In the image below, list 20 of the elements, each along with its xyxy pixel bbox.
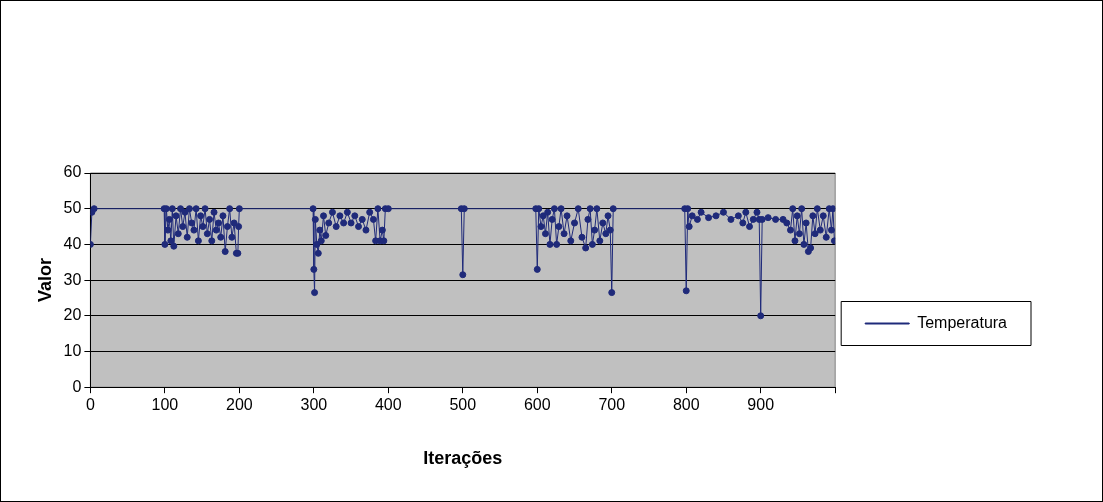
y-axis-title: Valor bbox=[34, 258, 55, 303]
y-tick-label: 10 bbox=[63, 341, 82, 359]
y-tick-label: 60 bbox=[63, 163, 82, 181]
y-tick-label: 50 bbox=[63, 199, 82, 217]
y-tick-label: 30 bbox=[63, 270, 82, 288]
x-axis-title: Iterações bbox=[423, 448, 503, 469]
y-tick-label: 0 bbox=[72, 377, 82, 395]
x-tick-label: 400 bbox=[374, 396, 402, 414]
legend-label: Temperatura bbox=[917, 313, 1008, 331]
x-tick-label: 600 bbox=[523, 396, 551, 414]
x-tick-label: 200 bbox=[226, 396, 253, 414]
x-tick-label: 500 bbox=[449, 396, 477, 414]
y-tick-label: 20 bbox=[63, 306, 82, 324]
x-tick-label: 100 bbox=[151, 396, 179, 414]
y-tick-label: 40 bbox=[63, 234, 82, 252]
x-tick-label: 800 bbox=[672, 396, 700, 414]
x-tick-label: 0 bbox=[85, 396, 95, 414]
x-tick-label: 300 bbox=[300, 396, 328, 414]
x-tick-label: 700 bbox=[598, 396, 626, 414]
x-tick-label: 900 bbox=[747, 396, 775, 414]
